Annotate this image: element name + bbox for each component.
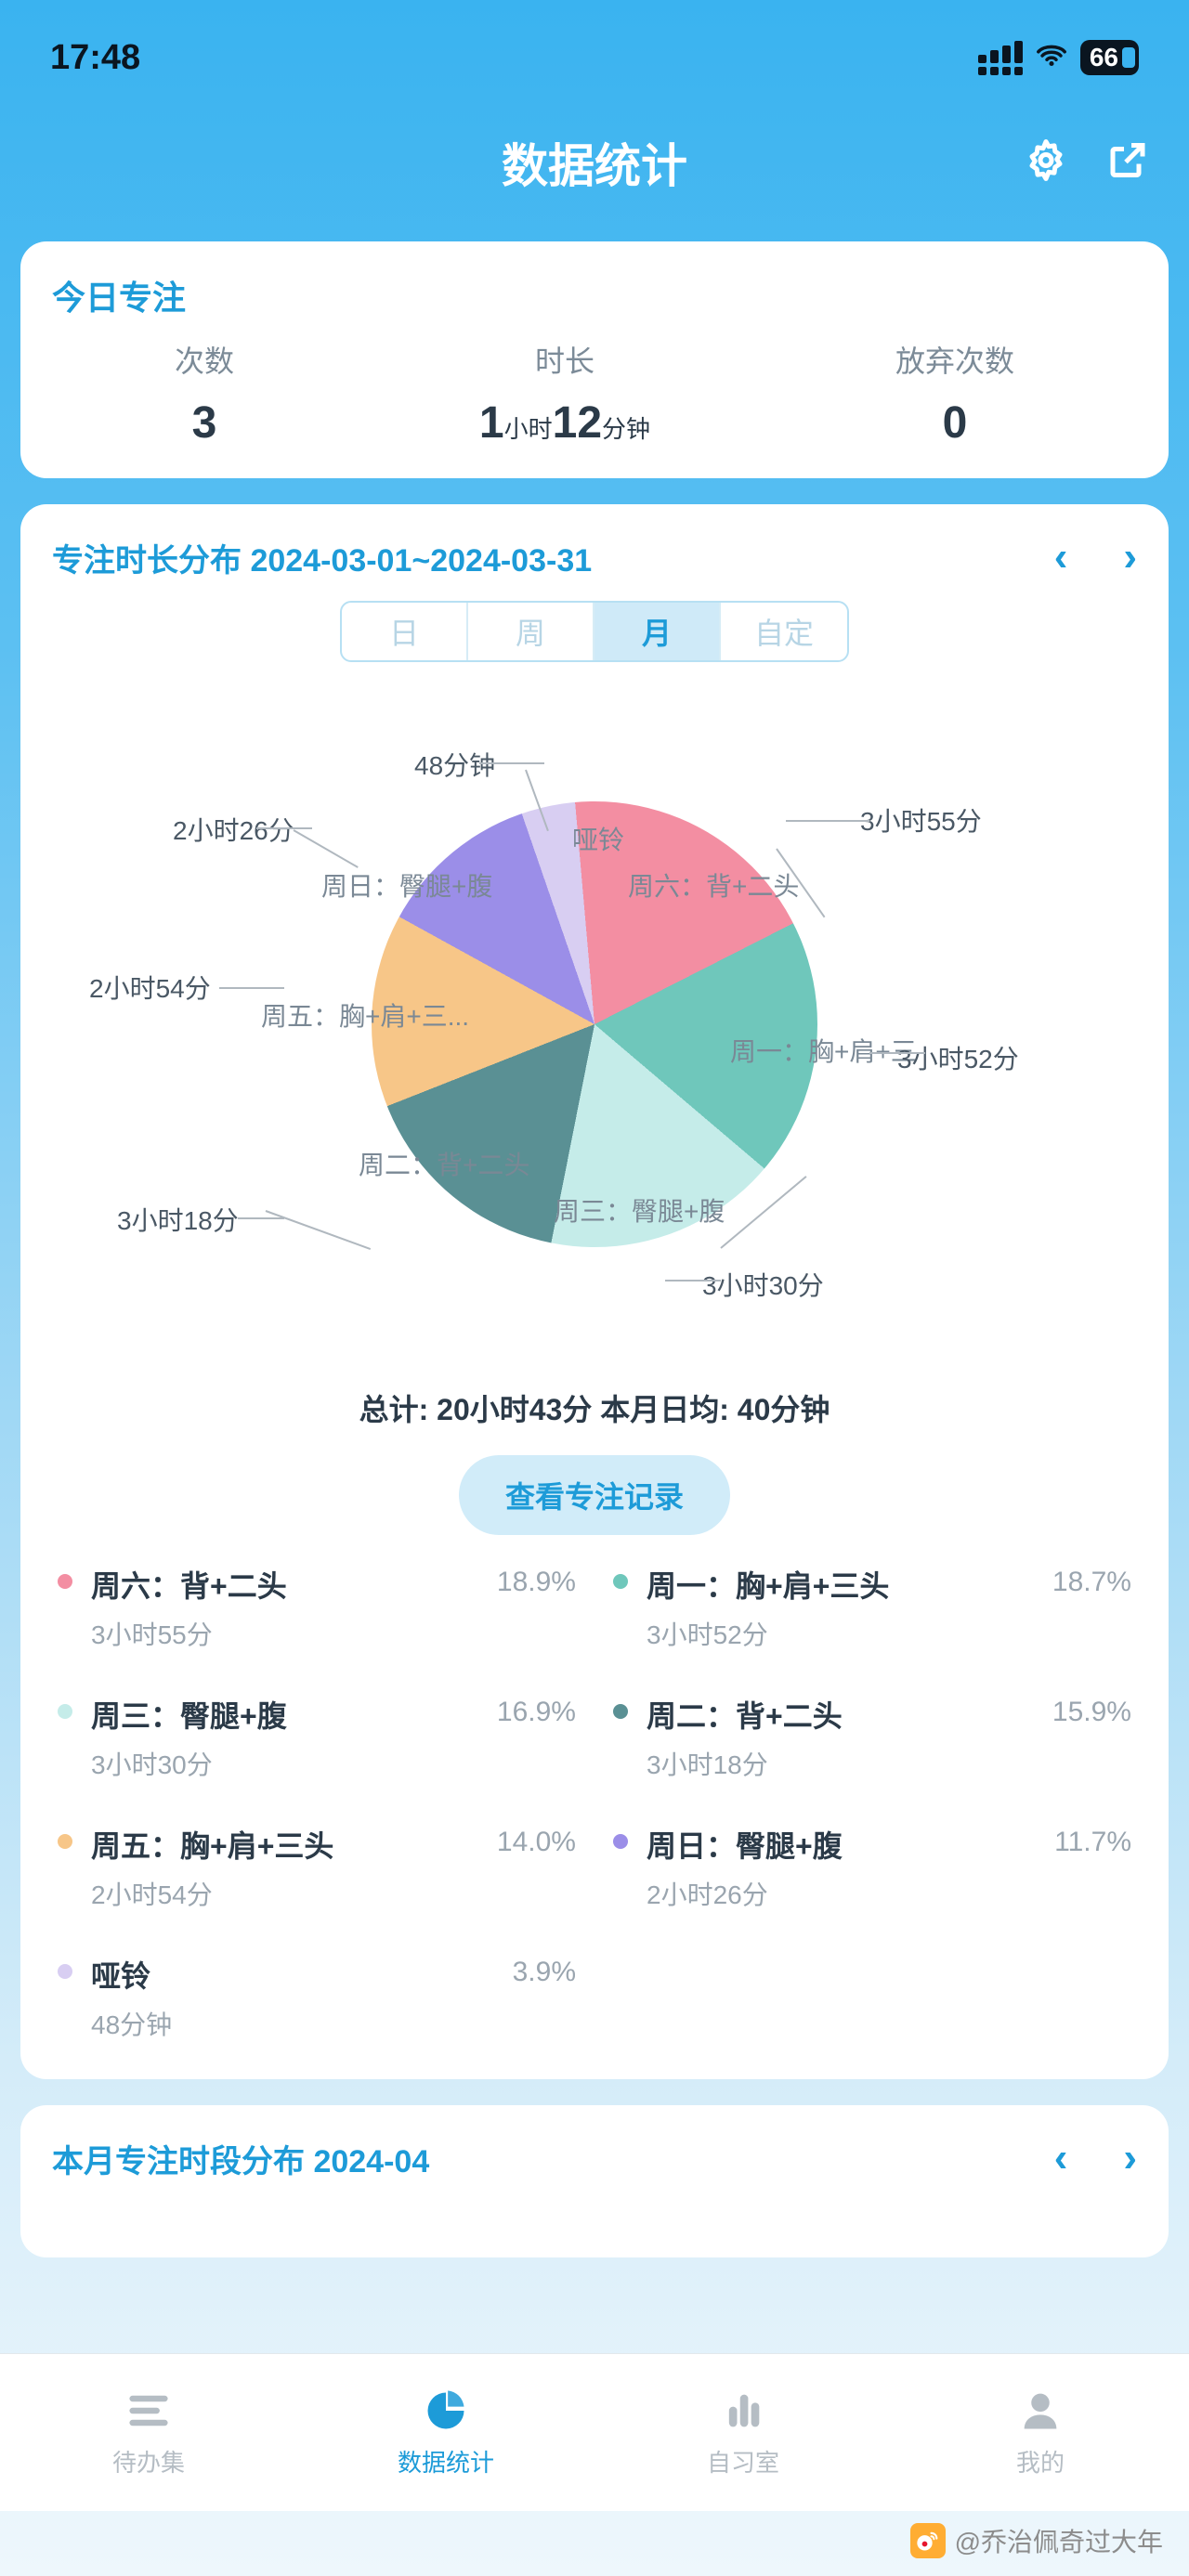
pie-slice-value: 48分钟 [414,746,495,783]
status-time: 17:48 [50,38,140,78]
legend-name: 哑铃 [91,1953,500,1996]
today-focus-card: 今日专注 次数 3 时长 1小时12分钟 放弃次数 0 [20,241,1169,478]
today-title: 今日专注 [52,271,1137,319]
legend-item[interactable]: 周二：背+二头 3小时18分 15.9% [613,1693,1131,1782]
legend-duration: 2小时54分 [91,1875,484,1912]
page-title: 数据统计 [502,129,687,196]
legend-duration: 3小时18分 [647,1745,1039,1782]
legend-duration: 2小时26分 [647,1875,1041,1912]
legend-percent: 18.9% [497,1563,576,1598]
legend-dot [58,1704,72,1719]
legend-percent: 16.9% [497,1693,576,1728]
legend-name: 周三：臀腿+腹 [91,1693,484,1736]
settings-button[interactable] [1024,138,1068,188]
period-tab-day[interactable]: 日 [342,603,468,660]
legend-percent: 14.0% [497,1823,576,1858]
month-distribution-card: 本月专注时段分布 2024-04 ‹ › [20,2105,1169,2257]
dist-title: 专注时长分布 2024-03-01~2024-03-31 [52,535,592,580]
next-period-button[interactable]: › [1123,534,1137,580]
pie-slice-value: 3小时30分 [702,1266,824,1303]
period-tab-week[interactable]: 周 [468,603,594,660]
battery-indicator: 66 [1080,40,1139,75]
pie-chart-icon [422,2387,470,2435]
page-header: 数据统计 [0,102,1189,223]
pie-slice-label: 周日：臀腿+腹 [321,866,492,904]
prev-period-button[interactable]: ‹ [1054,534,1068,580]
watermark: @乔治佩奇过大年 [910,2522,1163,2559]
period-segmented-control: 日 周 月 自定 [340,601,849,662]
legend-dot [613,1574,628,1589]
pie-slice-value: 2小时54分 [89,969,211,1006]
legend-dot [58,1964,72,1979]
pie-slice-label: 哑铃 [572,820,624,857]
share-button[interactable] [1105,138,1150,188]
legend-percent: 18.7% [1052,1563,1131,1598]
dist-summary: 总计: 20小时43分 本月日均: 40分钟 [52,1386,1137,1429]
legend-duration: 3小时52分 [647,1615,1039,1652]
month-title: 本月专注时段分布 2024-04 [52,2136,429,2181]
signal-icon [978,41,1023,75]
status-bar: 17:48 66 [0,0,1189,102]
today-count: 次数 3 [175,338,234,449]
legend-duration: 48分钟 [91,2005,500,2042]
legend-percent: 3.9% [513,1953,576,1988]
legend-duration: 3小时30分 [91,1745,484,1782]
legend-dot [58,1834,72,1849]
legend-list: 周六：背+二头 3小时55分 18.9% 周一：胸+肩+三头 3小时52分 18.7% 周三… [52,1563,1137,2042]
legend-item[interactable]: 周三：臀腿+腹 3小时30分 16.9% [58,1693,576,1782]
pie-slice-label: 周一：胸+肩+三 [730,1032,917,1069]
list-icon [124,2387,173,2435]
legend-name: 周五：胸+肩+三头 [91,1823,484,1866]
legend-duration: 3小时55分 [91,1615,484,1652]
view-records-button[interactable]: 查看专注记录 [459,1455,730,1535]
legend-name: 周日：臀腿+腹 [647,1823,1041,1866]
legend-percent: 15.9% [1052,1693,1131,1728]
legend-dot [613,1834,628,1849]
pie-slice-value: 3小时52分 [897,1039,1019,1076]
wifi-icon [1036,40,1067,76]
pie-slice-label: 周二：背+二头 [359,1145,529,1182]
weibo-icon [910,2523,946,2558]
tab-stats[interactable]: 数据统计 [297,2354,594,2511]
legend-dot [613,1704,628,1719]
pie-chart: 周六：背+二头 3小时55分周一：胸+肩+三3小时52分周三：臀腿+腹 3小时30分… [52,690,1137,1359]
bottom-tabbar: 待办集 数据统计 自习室 我的 [0,2353,1189,2511]
today-abandon: 放弃次数 0 [895,338,1014,449]
status-indicators: 66 [978,40,1139,76]
month-next-button[interactable]: › [1123,2135,1137,2181]
legend-name: 周六：背+二头 [91,1563,484,1606]
battery-percent: 66 [1090,43,1118,72]
pie-slice-label: 周三：臀腿+腹 [554,1191,725,1229]
bars-icon [719,2387,767,2435]
pie-slice-value: 3小时18分 [117,1201,239,1238]
legend-dot [58,1574,72,1589]
period-tab-custom[interactable]: 自定 [721,603,847,660]
tab-todo[interactable]: 待办集 [0,2354,297,2511]
person-icon [1016,2387,1065,2435]
legend-item[interactable]: 哑铃 48分钟 3.9% [58,1953,576,2042]
legend-item[interactable]: 周五：胸+肩+三头 2小时54分 14.0% [58,1823,576,1912]
month-prev-button[interactable]: ‹ [1054,2135,1068,2181]
pie-slice-label: 周五：胸+肩+三... [261,996,469,1034]
legend-name: 周一：胸+肩+三头 [647,1563,1039,1606]
pie-slice-label: 周六：背+二头 [628,866,799,904]
legend-item[interactable]: 周六：背+二头 3小时55分 18.9% [58,1563,576,1652]
legend-name: 周二：背+二头 [647,1693,1039,1736]
legend-percent: 11.7% [1054,1823,1131,1858]
pie-slice-value: 3小时55分 [860,801,982,839]
pie-slice-value: 2小时26分 [173,811,294,848]
legend-item[interactable]: 周日：臀腿+腹 2小时26分 11.7% [613,1823,1131,1912]
tab-me[interactable]: 我的 [892,2354,1189,2511]
tab-study[interactable]: 自习室 [594,2354,892,2511]
period-tab-month[interactable]: 月 [594,603,721,660]
today-duration: 时长 1小时12分钟 [479,338,650,449]
legend-item[interactable]: 周一：胸+肩+三头 3小时52分 18.7% [613,1563,1131,1652]
distribution-card: 专注时长分布 2024-03-01~2024-03-31 ‹ › 日 周 月 自… [20,504,1169,2079]
